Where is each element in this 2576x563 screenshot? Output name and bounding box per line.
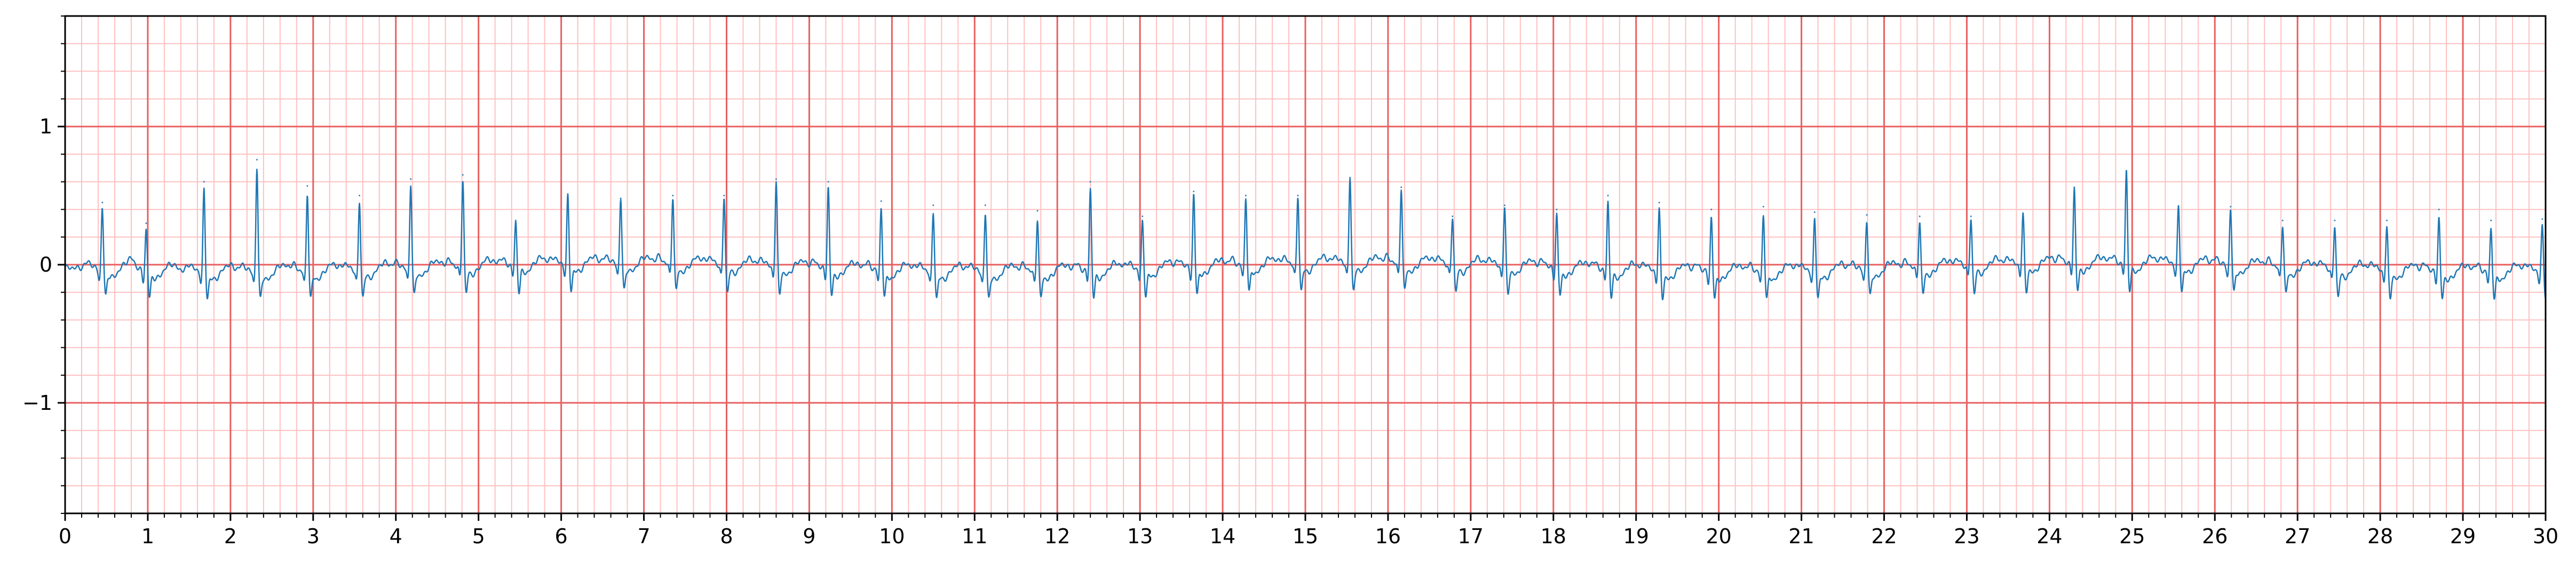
- r-peak-point: [2386, 219, 2388, 221]
- x-tick-label: 19: [1623, 525, 1649, 548]
- x-tick-label: 3: [307, 525, 320, 548]
- r-peak-point: [1556, 208, 1558, 210]
- r-peak-point: [203, 181, 205, 183]
- x-tick-label: 17: [1458, 525, 1484, 548]
- x-tick-label: 24: [2036, 525, 2062, 548]
- r-peak-point: [1089, 181, 1091, 183]
- x-tick-label: 30: [2533, 525, 2558, 548]
- x-tick-label: 29: [2450, 525, 2476, 548]
- r-peak-point: [1866, 214, 1868, 216]
- x-tick-label: 5: [472, 525, 485, 548]
- x-tick-label: 10: [879, 525, 905, 548]
- x-tick-label: 2: [224, 525, 237, 548]
- r-peak-point: [1607, 195, 1609, 197]
- r-peak-point: [2073, 186, 2075, 188]
- r-peak-point: [1142, 215, 1144, 217]
- r-peak-point: [101, 202, 104, 203]
- y-tick-label: −1: [22, 391, 52, 415]
- x-tick-label: 13: [1127, 525, 1153, 548]
- r-peak-point: [672, 195, 674, 197]
- r-peak-point: [1503, 204, 1505, 207]
- x-tick-label: 4: [390, 525, 402, 548]
- y-axis: −1 0 1: [22, 15, 65, 514]
- r-peak-markers: [101, 158, 2543, 224]
- r-peak-point: [984, 204, 986, 207]
- r-peak-point: [1710, 208, 1713, 210]
- r-peak-point: [359, 195, 361, 197]
- r-peak-point: [2177, 205, 2179, 208]
- x-tick-label: 16: [1375, 525, 1401, 548]
- x-tick-label: 27: [2285, 525, 2310, 548]
- x-tick-label: 1: [141, 525, 154, 548]
- r-peak-point: [514, 219, 517, 221]
- r-peak-point: [1036, 210, 1039, 212]
- r-peak-point: [1193, 191, 1195, 193]
- r-peak-point: [2334, 219, 2336, 221]
- r-peak-point: [932, 204, 934, 207]
- x-tick-label: 8: [720, 525, 733, 548]
- trace-layer: [64, 169, 2547, 300]
- r-peak-point: [567, 195, 569, 197]
- r-peak-point: [306, 185, 308, 187]
- r-peak-point: [827, 181, 829, 183]
- x-tick-label: 25: [2119, 525, 2145, 548]
- x-tick-label: 22: [1871, 525, 1897, 548]
- x-tick-label: 20: [1706, 525, 1731, 548]
- r-peak-point: [2022, 212, 2024, 215]
- x-tick-label: 18: [1541, 525, 1566, 548]
- r-peak-point: [1813, 211, 1816, 213]
- x-tick-label: 23: [1954, 525, 1979, 548]
- x-tick-label: 9: [803, 525, 815, 548]
- r-peak-point: [2230, 205, 2232, 208]
- x-axis: 0 1 2 3 4 5 6 7 8 9 10 11 12 13 14 15 16 17 18 19 20 21 22 23 24…: [59, 513, 2558, 548]
- x-tick-label: 7: [637, 525, 650, 548]
- r-peak-point: [145, 222, 147, 224]
- r-peak-point: [775, 178, 777, 180]
- r-peak-point: [1245, 195, 1247, 197]
- r-peak-point: [2541, 218, 2543, 220]
- r-peak-point: [1970, 215, 1972, 217]
- x-tick-label: 12: [1044, 525, 1070, 548]
- r-peak-point: [410, 178, 412, 180]
- r-peak-point: [723, 195, 725, 197]
- x-tick-label: 28: [2367, 525, 2393, 548]
- x-tick-label: 0: [59, 525, 72, 548]
- x-tick-label: 6: [555, 525, 568, 548]
- r-peak-point: [880, 200, 882, 202]
- r-peak-point: [2281, 219, 2284, 221]
- r-peak-point: [1297, 195, 1299, 197]
- r-peak-point: [1762, 205, 1764, 208]
- r-peak-point: [2438, 208, 2440, 210]
- x-tick-label: 21: [1788, 525, 1814, 548]
- y-tick-label: 1: [39, 115, 52, 138]
- r-peak-point: [462, 174, 464, 176]
- r-peak-point: [2125, 170, 2127, 172]
- x-tick-label: 26: [2202, 525, 2228, 548]
- r-peak-point: [1919, 215, 1921, 217]
- r-peak-point: [1658, 202, 1660, 203]
- x-tick-label: 11: [962, 525, 987, 548]
- y-tick-label: 0: [39, 253, 52, 276]
- r-peak-point: [2490, 219, 2492, 221]
- r-peak-point: [1349, 177, 1351, 179]
- r-peak-point: [1400, 186, 1402, 188]
- r-peak-point: [620, 197, 622, 200]
- x-tick-label: 15: [1293, 525, 1318, 548]
- r-peak-point: [1452, 215, 1454, 217]
- x-tick-label: 14: [1210, 525, 1235, 548]
- r-peak-point: [256, 158, 258, 161]
- ecg-trace-line: [64, 169, 2547, 300]
